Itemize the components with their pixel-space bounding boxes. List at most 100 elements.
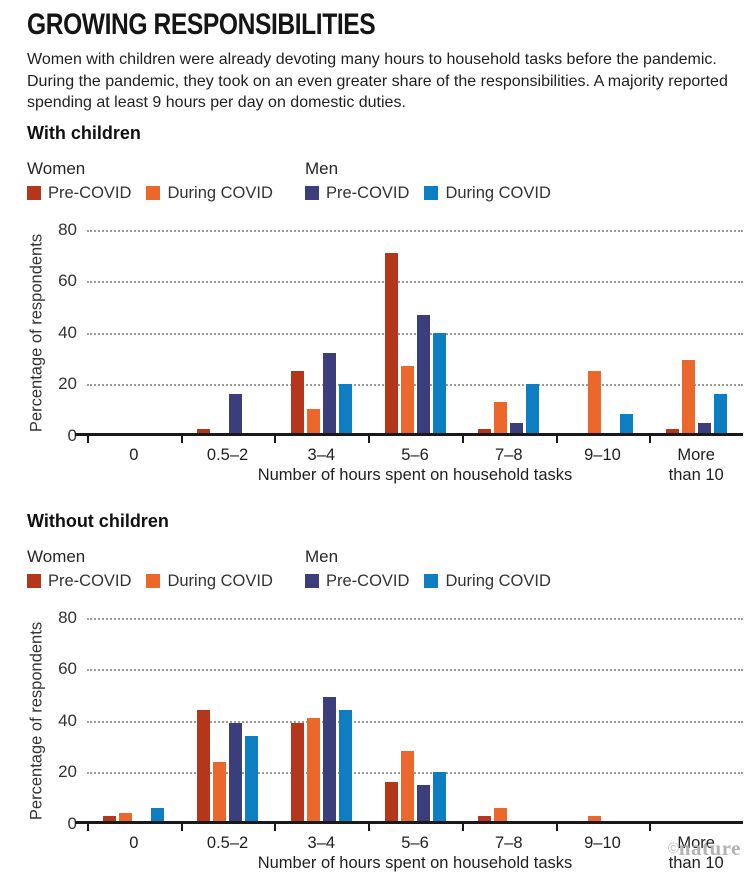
x-tick-mark <box>87 823 89 831</box>
men-pre-covid-swatch <box>305 574 319 588</box>
x-category-label-text: More than 10 <box>668 833 724 873</box>
bar-men-during-covid <box>432 332 446 433</box>
x-axis-label: Number of hours spent on household tasks <box>257 853 573 872</box>
legend-group-men: Men Pre-COVID During COVID <box>305 159 551 203</box>
legend-group-men: Men Pre-COVID During COVID <box>305 547 551 591</box>
legend-item-label: Pre-COVID <box>48 571 132 590</box>
legend-item: Pre-COVID <box>305 572 409 591</box>
bar-group-3-4 <box>274 230 368 433</box>
x-category-label: More than 10 <box>649 445 743 486</box>
nature-credit: ©nature <box>668 836 741 861</box>
x-tick-mark <box>555 435 558 443</box>
x-category-label-text: 5–6 <box>401 445 429 464</box>
legend: Women Pre-COVID During COVID Men <box>27 159 743 203</box>
bar-group-more-than-10 <box>649 618 743 822</box>
bar-women-during-covid <box>494 402 508 433</box>
legend-item-label: Pre-COVID <box>326 183 410 202</box>
legend-item: During COVID <box>146 183 273 203</box>
bar-women-pre-covid <box>197 710 211 821</box>
x-tick-mark <box>274 823 277 831</box>
x-axis-label: Number of hours spent on household tasks <box>257 465 573 484</box>
x-tick-mark <box>461 435 464 443</box>
bar-men-during-covid <box>619 413 633 433</box>
legend-group-women: Women Pre-COVID During COVID <box>27 159 305 203</box>
plot-area: Percentage of respondents 0 20 40 60 80 <box>28 220 743 445</box>
x-category-label: 0.5–2 <box>181 833 275 874</box>
chart-section-without-children: Without children Women Pre-COVID During … <box>27 511 743 873</box>
description-text: Women with children were already devotin… <box>27 51 728 111</box>
bar-men-during-covid <box>432 772 446 821</box>
bar-women-pre-covid <box>197 429 211 433</box>
x-category-label-text: 9–10 <box>584 833 621 852</box>
x-category-label: 9–10 <box>556 833 650 874</box>
x-category-label: 7–8 <box>462 445 556 486</box>
x-tick-mark <box>180 823 183 831</box>
x-category-label-text: 0.5–2 <box>206 445 249 464</box>
nature-wordmark: nature <box>678 836 741 860</box>
y-tick-label: 60 <box>58 659 77 678</box>
bar-group-7-8 <box>462 230 556 433</box>
y-tick-label: 20 <box>58 762 77 781</box>
men-during-covid-swatch <box>424 186 439 200</box>
plot-area: Percentage of respondents 0 20 40 60 80 <box>28 608 743 833</box>
legend: Women Pre-COVID During COVID Men <box>27 547 743 591</box>
bar-group-0-5-2 <box>181 230 275 433</box>
x-axis-line <box>75 820 743 824</box>
x-category-label-text: 3–4 <box>307 445 336 464</box>
y-tick-label: 40 <box>58 322 77 342</box>
legend-item: During COVID <box>424 571 551 591</box>
y-tick-label: 0 <box>67 425 77 445</box>
x-category-label-text: 7–8 <box>494 445 523 464</box>
page-title: GROWING RESPONSIBILITIES <box>27 8 376 41</box>
y-tick-label: 0 <box>67 813 77 833</box>
x-category-label: 0 <box>87 445 181 486</box>
x-tick-mark <box>555 823 558 831</box>
bars-row <box>87 230 743 434</box>
legend-group-women: Women Pre-COVID During COVID <box>27 547 305 591</box>
bar-men-pre-covid <box>229 723 243 821</box>
legend-item: Pre-COVID <box>27 572 131 591</box>
x-category-label: 0 <box>87 833 181 874</box>
x-category-label-text: 7–8 <box>494 833 523 852</box>
legend-item-label: During COVID <box>167 571 273 590</box>
x-tick-mark <box>368 823 371 831</box>
bar-men-pre-covid <box>229 394 243 433</box>
x-category-label-text: 0.5–2 <box>206 833 249 852</box>
bar-women-during-covid <box>306 408 320 433</box>
bar-group-9-10 <box>556 230 650 433</box>
gridline <box>87 720 743 723</box>
bar-women-during-covid <box>587 815 601 821</box>
men-pre-covid-swatch <box>305 186 319 200</box>
bar-women-during-covid <box>400 751 414 821</box>
y-tick-label: 60 <box>58 271 77 290</box>
legend-item-label: During COVID <box>167 183 273 202</box>
gridline <box>87 617 743 620</box>
bar-women-pre-covid <box>665 429 679 433</box>
bar-group-0 <box>87 230 181 434</box>
x-category-label: 5–6 <box>368 445 462 486</box>
bar-men-pre-covid <box>510 422 524 433</box>
x-category-label: 9–10 <box>556 445 650 486</box>
bar-women-pre-covid <box>478 429 492 433</box>
chart-title: Without children <box>27 510 169 531</box>
legend-group-label: Women <box>27 158 86 178</box>
copyright-icon: © <box>667 840 679 857</box>
x-category-label: 7–8 <box>462 833 556 874</box>
legend-item-label: During COVID <box>445 571 551 590</box>
x-category-label: 3–4 <box>274 445 368 486</box>
legend-item: During COVID <box>146 571 273 591</box>
legend-item-label: During COVID <box>445 183 551 202</box>
men-during-covid-swatch <box>424 574 439 588</box>
gridline <box>87 281 743 283</box>
x-tick-mark <box>461 823 464 831</box>
bar-women-during-covid <box>587 371 601 433</box>
bar-group-more-than-10 <box>649 230 743 433</box>
legend-group-label: Men <box>305 158 339 178</box>
women-pre-covid-swatch <box>27 186 41 200</box>
legend-item-label: Pre-COVID <box>326 571 410 590</box>
bar-women-during-covid <box>494 808 508 821</box>
x-tick-mark <box>274 435 277 443</box>
bar-men-pre-covid <box>416 784 430 821</box>
legend-group-label: Men <box>305 546 339 566</box>
